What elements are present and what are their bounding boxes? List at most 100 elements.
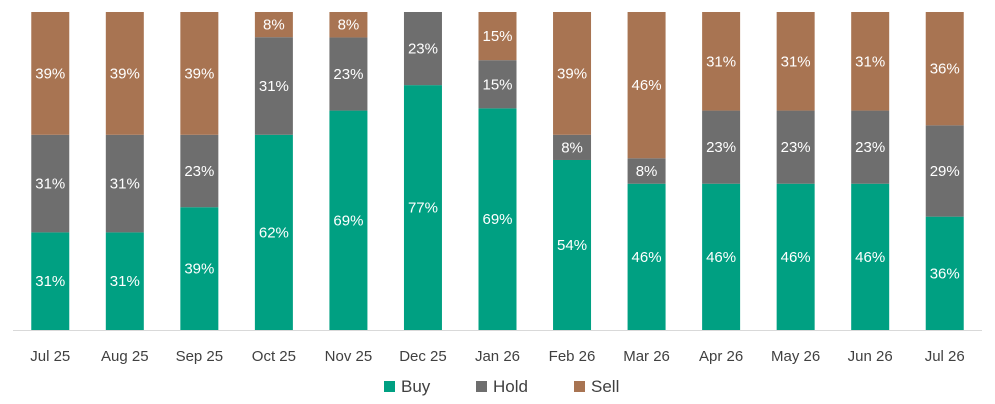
x-tick-label-1: Aug 25 bbox=[101, 348, 149, 365]
legend-swatch-buy bbox=[384, 381, 395, 392]
x-tick-label-8: Mar 26 bbox=[623, 348, 670, 365]
data-label-sell-11: 31% bbox=[855, 53, 885, 70]
data-labels-group: 31% 31% 39% 31% 31% 39% 39% 23% 39% 62% 31% 8% 69% 23… bbox=[35, 17, 959, 291]
x-tick-label-3: Oct 25 bbox=[252, 348, 296, 365]
data-label-buy-6: 69% bbox=[482, 211, 512, 228]
bar-hold-2 bbox=[180, 134, 219, 208]
x-tick-label-9: Apr 26 bbox=[699, 348, 743, 365]
data-label-hold-2: 23% bbox=[184, 163, 214, 180]
data-label-sell-8: 46% bbox=[632, 77, 662, 94]
bar-hold-6 bbox=[478, 60, 517, 109]
bar-hold-7 bbox=[553, 134, 592, 160]
data-label-hold-9: 23% bbox=[706, 139, 736, 156]
x-tick-label-11: Jun 26 bbox=[848, 348, 893, 365]
bar-hold-11 bbox=[851, 110, 890, 184]
data-label-sell-0: 39% bbox=[35, 65, 65, 82]
bar-sell-4 bbox=[329, 12, 368, 38]
x-tick-label-6: Jan 26 bbox=[475, 348, 520, 365]
x-tick-label-0: Jul 25 bbox=[30, 348, 70, 365]
data-label-sell-12: 36% bbox=[930, 61, 960, 78]
x-tick-label-7: Feb 26 bbox=[549, 348, 596, 365]
data-label-sell-2: 39% bbox=[184, 65, 214, 82]
data-label-buy-11: 46% bbox=[855, 249, 885, 266]
data-label-hold-0: 31% bbox=[35, 176, 65, 193]
bar-sell-1 bbox=[105, 12, 144, 135]
data-label-sell-7: 39% bbox=[557, 65, 587, 82]
x-tick-label-5: Dec 25 bbox=[399, 348, 447, 365]
bar-buy-11 bbox=[851, 183, 890, 330]
bar-buy-8 bbox=[627, 183, 666, 330]
data-label-hold-4: 23% bbox=[333, 66, 363, 83]
data-label-hold-12: 29% bbox=[930, 163, 960, 180]
bar-buy-3 bbox=[254, 134, 293, 330]
legend-swatch-hold bbox=[476, 381, 487, 392]
data-label-sell-3: 8% bbox=[263, 17, 285, 34]
bar-sell-10 bbox=[776, 12, 815, 111]
bar-sell-9 bbox=[702, 12, 741, 111]
x-tick-label-10: May 26 bbox=[771, 348, 820, 365]
bar-hold-1 bbox=[105, 134, 144, 233]
data-label-hold-10: 23% bbox=[781, 139, 811, 156]
bar-buy-2 bbox=[180, 207, 219, 330]
bar-buy-5 bbox=[403, 85, 442, 330]
bar-buy-9 bbox=[702, 183, 741, 330]
data-label-buy-12: 36% bbox=[930, 265, 960, 282]
x-tick-label-4: Nov 25 bbox=[325, 348, 373, 365]
data-label-buy-7: 54% bbox=[557, 237, 587, 254]
data-label-hold-5: 23% bbox=[408, 41, 438, 58]
data-label-buy-2: 39% bbox=[184, 261, 214, 278]
bar-sell-3 bbox=[254, 12, 293, 38]
legend-label-sell: Sell bbox=[591, 377, 619, 396]
bar-sell-7 bbox=[553, 12, 592, 135]
data-label-sell-6: 15% bbox=[482, 28, 512, 45]
data-label-hold-6: 15% bbox=[482, 76, 512, 93]
bar-sell-6 bbox=[478, 12, 517, 61]
data-label-hold-3: 31% bbox=[259, 78, 289, 95]
data-label-hold-7: 8% bbox=[561, 139, 583, 156]
data-label-sell-4: 8% bbox=[338, 17, 360, 34]
legend-label-hold: Hold bbox=[493, 377, 528, 396]
data-label-hold-8: 8% bbox=[636, 163, 658, 180]
x-tick-labels-group: Jul 25 Aug 25 Sep 25 Oct 25 Nov 25 Dec 25 Jan … bbox=[30, 348, 964, 365]
data-label-sell-10: 31% bbox=[781, 53, 811, 70]
data-label-sell-1: 39% bbox=[110, 65, 140, 82]
legend-label-buy: Buy bbox=[401, 377, 431, 396]
bar-hold-10 bbox=[776, 110, 815, 184]
data-label-buy-3: 62% bbox=[259, 224, 289, 241]
data-label-sell-9: 31% bbox=[706, 53, 736, 70]
legend: Buy Hold Sell bbox=[384, 377, 619, 396]
data-label-buy-9: 46% bbox=[706, 249, 736, 266]
bars-group bbox=[31, 12, 964, 330]
bar-buy-1 bbox=[105, 232, 144, 330]
data-label-buy-4: 69% bbox=[333, 212, 363, 229]
data-label-buy-0: 31% bbox=[35, 273, 65, 290]
bar-hold-8 bbox=[627, 158, 666, 184]
bar-buy-10 bbox=[776, 183, 815, 330]
legend-swatch-sell bbox=[574, 381, 585, 392]
bar-hold-9 bbox=[702, 110, 741, 184]
bar-sell-2 bbox=[180, 12, 219, 135]
bar-hold-12 bbox=[925, 125, 964, 217]
bar-sell-12 bbox=[925, 12, 964, 126]
bar-buy-7 bbox=[553, 159, 592, 330]
data-label-buy-5: 77% bbox=[408, 200, 438, 217]
data-label-buy-8: 46% bbox=[632, 249, 662, 266]
bar-sell-8 bbox=[627, 12, 666, 159]
bar-buy-0 bbox=[31, 232, 70, 330]
bar-buy-6 bbox=[478, 108, 517, 330]
bar-hold-5 bbox=[403, 12, 442, 86]
bar-buy-12 bbox=[925, 216, 964, 330]
x-tick-label-2: Sep 25 bbox=[176, 348, 224, 365]
bar-hold-4 bbox=[329, 37, 368, 111]
bar-hold-3 bbox=[254, 37, 293, 135]
bar-sell-0 bbox=[31, 12, 70, 135]
x-tick-label-12: Jul 26 bbox=[925, 348, 965, 365]
bar-buy-4 bbox=[329, 110, 368, 330]
data-label-buy-1: 31% bbox=[110, 273, 140, 290]
data-label-buy-10: 46% bbox=[781, 249, 811, 266]
data-label-hold-11: 23% bbox=[855, 139, 885, 156]
data-label-hold-1: 31% bbox=[110, 176, 140, 193]
bar-hold-0 bbox=[31, 134, 70, 233]
bar-sell-11 bbox=[851, 12, 890, 111]
